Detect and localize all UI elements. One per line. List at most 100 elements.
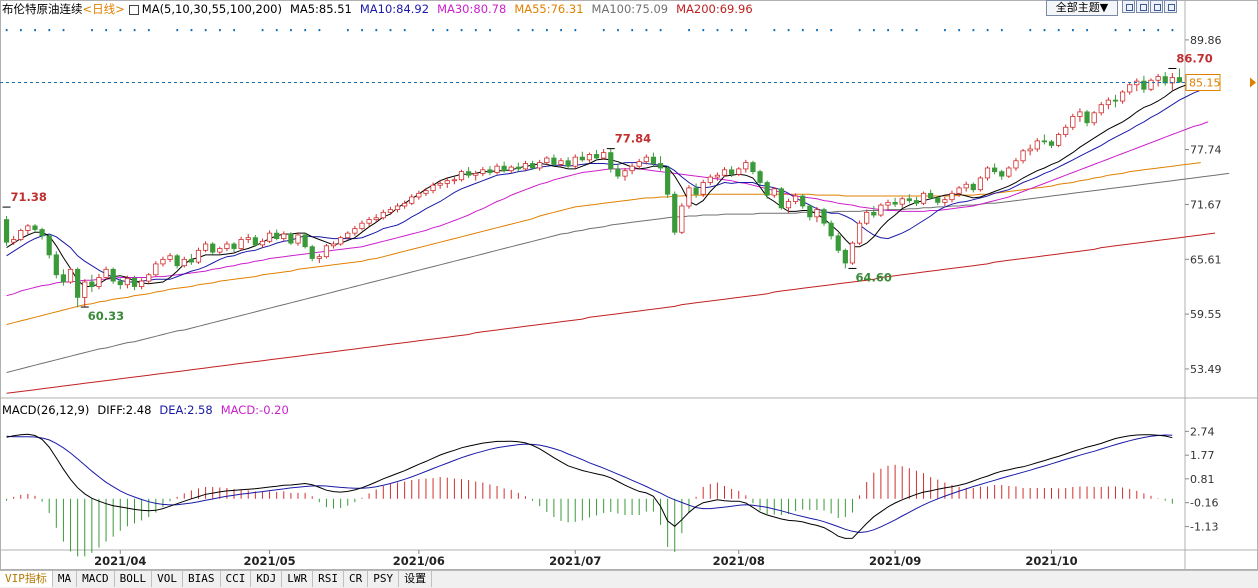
marker-dot <box>531 29 534 32</box>
candle-body <box>380 211 386 219</box>
ma-settings-icon[interactable] <box>128 5 139 15</box>
zoom-out-icon[interactable] <box>1136 0 1149 13</box>
candle-body <box>615 168 621 177</box>
theme-dropdown-button[interactable]: 全部主题▼ <box>1046 0 1118 16</box>
candle-body <box>210 243 216 253</box>
tab-lwr[interactable]: LWR <box>282 571 314 587</box>
marker-dot <box>233 29 236 32</box>
candle-body <box>480 169 486 174</box>
marker-dot <box>1171 29 1174 32</box>
tab-cci[interactable]: CCI <box>221 571 252 587</box>
marker-dot <box>346 29 349 32</box>
candle-body <box>96 277 102 287</box>
tab-vip[interactable]: VIP指标 <box>0 571 53 587</box>
candle-body <box>1041 140 1047 143</box>
candle-body <box>693 187 699 195</box>
candle-body <box>338 237 344 245</box>
tab-settings[interactable]: 设置 <box>399 571 433 587</box>
candle-body <box>231 243 237 249</box>
candle-body <box>1148 79 1154 90</box>
marker-dot <box>432 29 435 32</box>
candle-body <box>1119 91 1126 102</box>
zoom-in-icon[interactable] <box>1122 0 1135 13</box>
candle-body <box>402 202 408 207</box>
tab-psy[interactable]: PSY <box>368 571 400 587</box>
candle-body <box>487 169 493 173</box>
candle-body <box>949 192 955 201</box>
candle-body <box>451 179 457 182</box>
marker-dot <box>204 29 207 32</box>
marker-dot <box>716 29 719 32</box>
high-price-label: 71.38 <box>11 190 47 204</box>
tab-ma[interactable]: MA <box>53 571 78 587</box>
marker-dot <box>1072 29 1074 32</box>
candle-body <box>46 235 52 256</box>
current-price-arrow-icon <box>1250 77 1256 88</box>
candle-body <box>679 205 685 233</box>
candle-body <box>807 205 813 218</box>
ma-line-ma100 <box>6 172 1230 373</box>
candle-body <box>1084 111 1090 124</box>
fullscreen-icon[interactable] <box>1164 0 1177 13</box>
marker-dot <box>190 29 193 32</box>
candle-body <box>672 193 678 233</box>
ma-line-ma10 <box>6 84 1216 283</box>
candle-body <box>501 165 507 172</box>
marker-dot <box>1143 29 1145 32</box>
candle-body <box>992 167 998 173</box>
candle-body <box>366 219 372 224</box>
candle-body <box>800 195 806 207</box>
period-label[interactable]: <日线> <box>82 2 125 16</box>
candle-body <box>856 222 863 244</box>
macd-y-tick-label: 2.74 <box>1190 425 1215 438</box>
marker-dot <box>1057 29 1060 32</box>
candle-body <box>1077 111 1083 117</box>
macd-line-diff <box>6 433 1173 539</box>
ma5-value: MA5:85.51 <box>289 2 352 16</box>
high-price-label: 77.84 <box>615 132 651 146</box>
marker-dot <box>958 29 961 32</box>
marker-dot <box>645 29 648 32</box>
candle-body <box>139 280 145 287</box>
tab-vol[interactable]: VOL <box>152 571 183 587</box>
candle-body <box>1105 99 1111 106</box>
candle-body <box>409 196 415 204</box>
tab-macd[interactable]: MACD <box>77 571 115 587</box>
tab-rsi[interactable]: RSI <box>313 571 344 587</box>
marker-dot <box>1128 29 1131 32</box>
candle-body <box>601 152 607 159</box>
candle-body <box>750 162 756 173</box>
candle-body <box>295 234 301 244</box>
marker-dot <box>133 29 136 32</box>
candle-body <box>963 183 969 189</box>
candle-body <box>1091 112 1097 124</box>
marker-dot <box>290 29 292 32</box>
macd-params-label: MACD(26,12,9) <box>2 403 90 417</box>
candle-body <box>1070 116 1076 128</box>
low-price-label: 60.33 <box>88 309 124 323</box>
marker-dot <box>730 29 733 32</box>
marker-dot <box>1086 29 1089 32</box>
tab-boll[interactable]: BOLL <box>115 571 153 587</box>
marker-dot <box>375 29 378 32</box>
marker-dot <box>176 29 179 32</box>
candle-body <box>764 182 770 196</box>
marker-dot <box>986 29 989 32</box>
candle-body <box>53 254 59 276</box>
candle-body <box>643 156 649 163</box>
y-tick-label: 77.74 <box>1190 144 1222 157</box>
macd-y-tick-label: -0.16 <box>1190 497 1218 510</box>
tab-bias[interactable]: BIAS <box>183 571 221 587</box>
candle-body <box>778 188 784 209</box>
tab-cr[interactable]: CR <box>344 571 369 587</box>
tab-kdj[interactable]: KDJ <box>251 571 283 587</box>
candle-body <box>103 268 109 278</box>
macd-line-dea <box>6 434 1173 534</box>
candle-body <box>430 184 436 192</box>
marker-dot <box>361 29 363 32</box>
marker-dot <box>219 29 221 32</box>
high-price-label: 86.70 <box>1176 51 1212 65</box>
marker-dot <box>560 29 563 32</box>
layout-icon[interactable] <box>1150 0 1163 13</box>
